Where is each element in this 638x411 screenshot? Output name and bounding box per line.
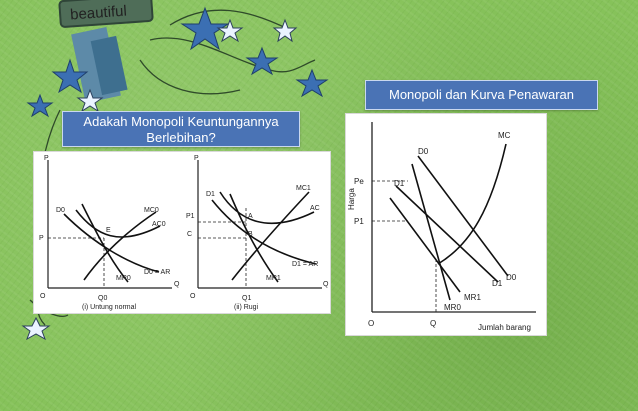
right-title-box: Monopoli dan Kurva Penawaran [365,80,598,110]
d1-bottom-label: D1 [492,279,503,288]
price-tick-p1: P1 [186,213,195,220]
price-tick-c: C [187,231,192,238]
right-title: Monopoli dan Kurva Penawaran [388,87,574,102]
ac-label: AC [310,205,320,212]
x-axis-label: Q [174,281,180,288]
caption: (ii) Rugi [234,304,259,311]
mr-label: MR1 [266,275,281,282]
x-axis-label: Q [323,281,329,288]
quantity-tick: Q1 [242,295,251,302]
star-icon [295,68,329,98]
logo-text: beautiful [70,3,128,24]
d-ar-label: D0 = AR [144,269,170,276]
left-figure-panel: P Q O P Q0 D0 MC0 AC0 E MR0 D0 = AR (i) … [33,151,331,314]
decorative-ornament: beautiful [21,0,329,340]
demand-label: D1 [206,191,215,198]
mr-curve [229,193,279,283]
star-icon [245,46,279,76]
star-icon [76,88,104,113]
demand-label: D0 [56,207,65,214]
demand-curve [63,213,160,273]
caption: (i) Untung normal [82,304,137,311]
star-icon [26,93,54,118]
mr-curve-1 [389,197,461,293]
graph-normal-profit: P Q O P Q0 D0 MC0 AC0 E MR0 D0 = AR (i) … [39,155,180,311]
mc-curve [231,191,310,281]
d0-bottom-label: D0 [506,273,517,282]
x-axis-label: Jumlah barang [478,323,531,332]
mc-label: MC [498,131,511,140]
star-icon [180,6,230,51]
ribbon-tag [71,27,128,103]
quantity-tick: Q0 [98,295,107,302]
mc-label: MC0 [144,207,159,214]
d1-top-label: D1 [394,179,405,188]
star-icon [216,18,244,43]
point-b-label: B [248,231,253,238]
ac-curve [75,209,161,238]
origin-label: O [190,293,196,300]
y-axis-label: P [194,155,199,162]
origin-label: O [40,293,46,300]
graph-loss: P Q O P1 C Q1 D1 MC1 AC A B MR1 D1 = AR … [186,155,329,311]
price-tick-low: P1 [354,217,364,226]
point-a-label: A [248,213,253,220]
d0-top-label: D0 [418,147,429,156]
star-icon [272,18,298,43]
left-title: Adakah Monopoli Keuntungannya Berlebihan… [83,114,279,145]
y-axis-label: Harga [347,188,356,210]
left-figure: P Q O P Q0 D0 MC0 AC0 E MR0 D0 = AR (i) … [39,155,329,311]
ac-curve [219,191,315,225]
ac-label: AC0 [152,221,166,228]
price-tick-high: Pe [354,177,364,186]
right-figure: Harga Jumlah barang O Pe P1 Q MC D0 D1 D… [347,122,536,332]
right-figure-panel: Harga Jumlah barang O Pe P1 Q MC D0 D1 D… [345,113,547,336]
quantity-tick: Q [430,319,436,328]
price-tick: P [39,235,44,242]
origin-label: O [368,319,374,328]
y-axis-label: P [44,155,49,162]
mc-curve [83,211,157,281]
mr-curve [81,203,129,283]
point-e-label: E [106,227,111,234]
mr0-label: MR0 [444,303,461,312]
star-icon [51,58,89,94]
demand-curve-d0 [417,155,509,277]
logo-plaque: beautiful [58,0,154,28]
demand-curve-d1 [395,185,499,283]
star-icon [21,316,51,340]
mc-label: MC1 [296,185,311,192]
d-ar-label: D1 = AR [292,261,318,268]
demand-curve [211,199,317,265]
mr-label: MR0 [116,275,131,282]
left-title-box: Adakah Monopoli Keuntungannya Berlebihan… [62,111,300,147]
mr-curve-0 [411,163,451,301]
mr1-label: MR1 [464,293,481,302]
star-icons [21,6,329,340]
mc-curve [437,143,507,265]
